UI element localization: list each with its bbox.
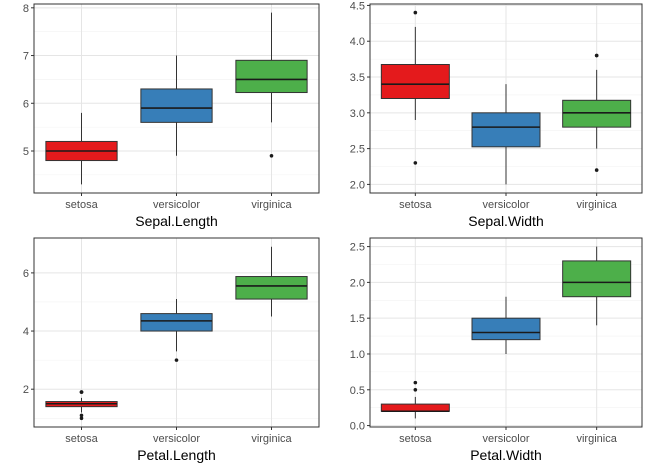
box-versicolor [140,299,213,362]
y-tick-label: 7 [23,51,29,63]
panel-border [33,237,320,428]
y-tick-label: 1.5 [350,313,365,325]
box-iqr [471,317,541,341]
box-virginica [562,53,632,172]
outlier-point [594,168,599,172]
x-tick-label: setosa [399,199,432,211]
outlier-point [413,10,418,15]
y-tick-label: 6 [23,268,29,280]
y-tick-label: 3.5 [350,72,365,84]
outlier-point [413,387,418,392]
y-tick-label: 2.5 [350,144,365,156]
panel-border [369,237,643,428]
outlier-point [174,358,179,362]
x-tick-label: versicolor [153,433,200,445]
y-tick-label: 2 [23,384,29,396]
box-virginica [235,246,308,317]
outlier-point [79,413,84,418]
box-iqr [380,63,450,99]
x-tick-label: versicolor [482,433,529,445]
box-iqr [471,112,541,148]
x-tick-label: virginica [251,433,292,445]
outlier-point [79,390,84,394]
box-versicolor [140,55,213,156]
x-tick-label: setosa [399,433,432,445]
y-tick-label: 4 [23,326,29,338]
panel-petal-length: 2 4 6 setosa versicolor virginica Petal.Length [23,237,320,463]
outlier-point [594,53,599,58]
box-iqr [235,59,308,94]
x-tick-label: virginica [576,433,617,445]
outlier-point [413,380,418,385]
x-axis-title: Petal.Length [137,447,216,463]
y-tick-label: 5 [23,146,29,158]
panel-border [369,3,643,194]
outlier-point [79,416,84,421]
x-tick-label: setosa [65,433,98,445]
y-tick-label: 2.5 [350,242,365,254]
box-iqr [235,276,308,300]
y-tick-label: 0.0 [350,421,365,433]
x-axis-title: Sepal.Width [468,213,543,229]
x-axis-title: Petal.Width [470,447,542,463]
box-virginica [235,12,308,158]
y-tick-label: 3.0 [350,108,365,120]
y-tick-label: 8 [23,3,29,15]
outlier-point [413,161,418,165]
box-setosa [380,10,450,165]
panel-sepal-length: 5 6 7 8 setosa versicolor virginica Sepal.Lengt… [23,3,320,229]
box-setosa [45,112,118,185]
panel-border [33,3,320,194]
x-tick-label: setosa [65,199,98,211]
panel-petal-width: 0.0 0.5 1.0 1.5 2.0 2.5 setosa versicolor virgin… [350,237,643,463]
box-iqr [140,313,213,332]
box-iqr [562,260,632,298]
x-tick-label: virginica [251,199,292,211]
box-iqr [380,403,450,412]
y-tick-label: 2.0 [350,179,365,191]
box-versicolor [471,84,541,185]
box-virginica [562,246,632,326]
box-iqr [562,99,632,128]
outlier-point [269,153,274,158]
box-setosa [380,380,450,419]
box-iqr [140,88,213,123]
y-tick-label: 2.0 [350,277,365,289]
y-tick-label: 4.5 [350,0,365,12]
box-versicolor [471,296,541,354]
x-tick-label: versicolor [482,199,529,211]
panel-sepal-width: 2.0 2.5 3.0 3.5 4.0 4.5 setosa versicolor virgin… [350,0,643,229]
y-tick-label: 0.5 [350,385,365,397]
x-axis-title: Sepal.Length [135,213,218,229]
x-tick-label: versicolor [153,199,200,211]
x-tick-label: virginica [576,199,617,211]
y-tick-label: 1.0 [350,349,365,361]
y-tick-label: 6 [23,98,29,110]
box-setosa [45,390,118,421]
y-tick-label: 4.0 [350,36,365,48]
